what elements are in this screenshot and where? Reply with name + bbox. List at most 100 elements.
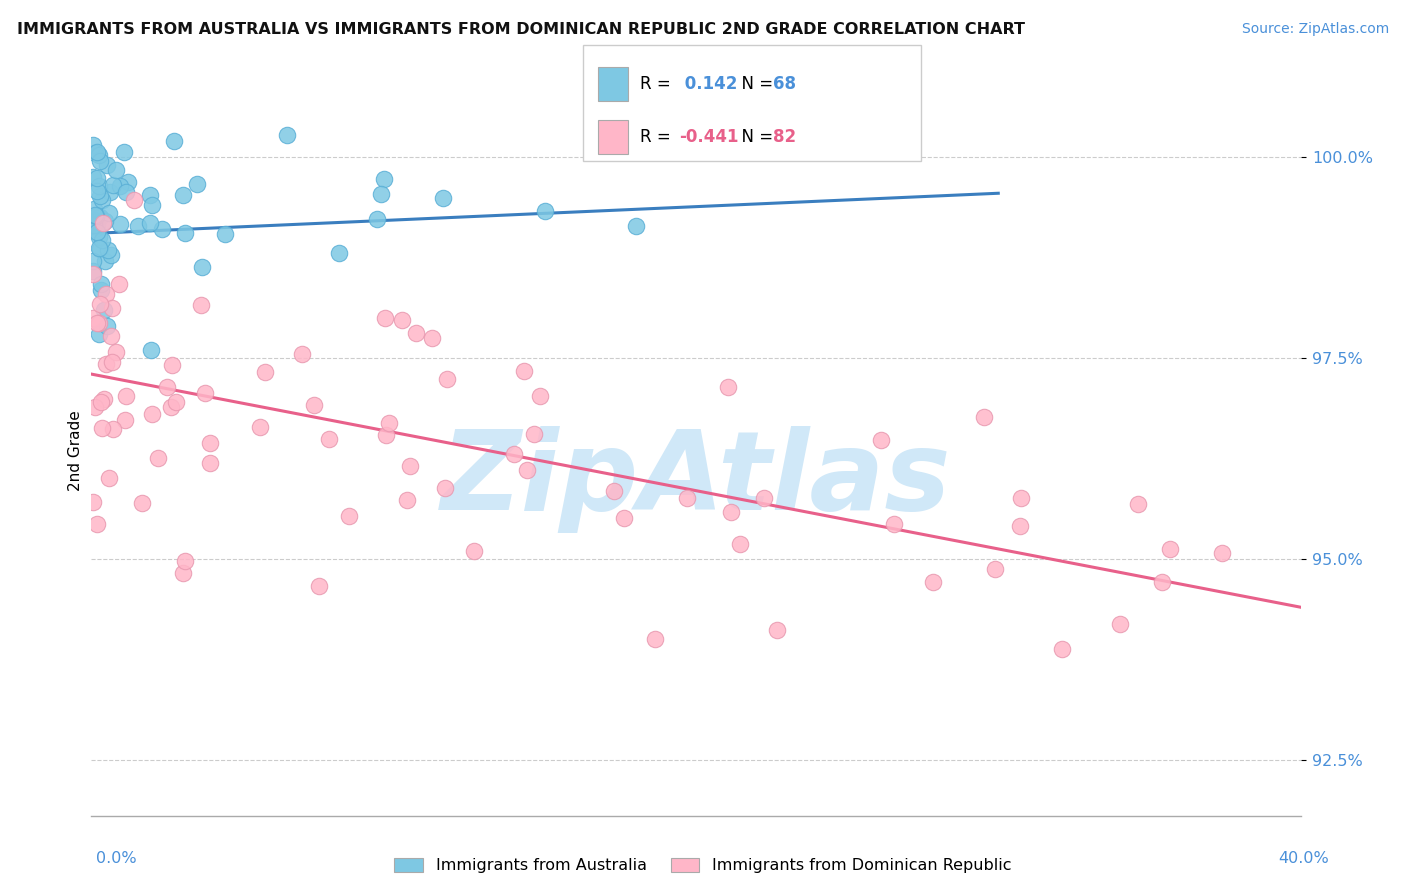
Text: IMMIGRANTS FROM AUSTRALIA VS IMMIGRANTS FROM DOMINICAN REPUBLIC 2ND GRADE CORREL: IMMIGRANTS FROM AUSTRALIA VS IMMIGRANTS … xyxy=(17,22,1025,37)
Point xyxy=(100,301,122,316)
Point xyxy=(1010,518,1032,533)
Text: 68: 68 xyxy=(773,75,796,93)
Point xyxy=(613,511,636,525)
Point xyxy=(112,145,135,159)
Text: ZipAtlas: ZipAtlas xyxy=(440,426,952,533)
Point xyxy=(84,209,107,223)
Point xyxy=(373,172,395,186)
Point xyxy=(374,428,396,442)
Point xyxy=(921,574,943,589)
Text: 0.0%: 0.0% xyxy=(96,851,136,865)
Point xyxy=(93,215,115,229)
Point xyxy=(463,544,485,558)
Point xyxy=(603,484,626,499)
Point xyxy=(86,184,108,198)
Point xyxy=(94,357,117,371)
Text: -0.441: -0.441 xyxy=(679,128,738,146)
Point xyxy=(131,496,153,510)
Point xyxy=(766,624,789,638)
Point xyxy=(141,407,163,421)
Point xyxy=(87,210,110,224)
Point xyxy=(717,380,740,394)
Point xyxy=(89,179,111,194)
Point xyxy=(162,134,184,148)
Point xyxy=(752,491,775,505)
Point xyxy=(101,355,124,369)
Point xyxy=(328,246,350,260)
Point xyxy=(186,177,208,191)
Point xyxy=(87,148,110,162)
Point xyxy=(84,209,107,223)
Point xyxy=(318,433,340,447)
Point xyxy=(82,138,104,153)
Point xyxy=(276,128,298,143)
Point xyxy=(624,219,647,233)
Point xyxy=(253,366,276,380)
Point xyxy=(883,516,905,531)
Point xyxy=(523,427,546,442)
Point xyxy=(97,471,120,485)
Point xyxy=(150,222,173,236)
Point xyxy=(337,508,360,523)
Point xyxy=(160,400,183,414)
Point xyxy=(173,554,195,568)
Text: 0.142: 0.142 xyxy=(679,75,738,93)
Point xyxy=(141,343,163,357)
Point xyxy=(198,456,221,470)
Point xyxy=(1211,546,1233,560)
Point xyxy=(94,286,117,301)
Point xyxy=(108,277,131,291)
Text: R =: R = xyxy=(640,75,676,93)
Point xyxy=(117,175,139,189)
Point xyxy=(728,537,751,551)
Point xyxy=(98,186,121,200)
Point xyxy=(1052,642,1074,657)
Point xyxy=(370,187,392,202)
Point xyxy=(973,409,995,424)
Point xyxy=(86,218,108,232)
Point xyxy=(214,227,236,241)
Point xyxy=(249,419,271,434)
Point xyxy=(87,229,110,244)
Point xyxy=(529,388,551,402)
Point xyxy=(105,162,128,177)
Point xyxy=(503,447,526,461)
Text: N =: N = xyxy=(731,75,779,93)
Text: Source: ZipAtlas.com: Source: ZipAtlas.com xyxy=(1241,22,1389,37)
Point xyxy=(194,385,217,400)
Point xyxy=(720,505,742,519)
Point xyxy=(84,146,107,161)
Point xyxy=(398,459,420,474)
Point xyxy=(374,310,396,325)
Point xyxy=(174,226,197,240)
Point xyxy=(391,313,413,327)
Point xyxy=(89,316,111,330)
Point xyxy=(84,221,107,235)
Point xyxy=(82,170,104,185)
Point xyxy=(1152,575,1174,590)
Point xyxy=(114,413,136,427)
Point xyxy=(1010,491,1032,505)
Point xyxy=(82,253,104,268)
Point xyxy=(433,481,456,495)
Point xyxy=(89,242,111,256)
Point xyxy=(1109,617,1132,632)
Point xyxy=(378,416,401,430)
Point xyxy=(94,253,117,268)
Point xyxy=(122,193,145,207)
Point xyxy=(86,316,108,330)
Point xyxy=(90,283,112,297)
Point xyxy=(1128,497,1150,511)
Point xyxy=(156,380,179,394)
Point xyxy=(89,153,111,168)
Text: 40.0%: 40.0% xyxy=(1278,851,1329,865)
Point xyxy=(436,372,458,386)
Point xyxy=(89,297,111,311)
Legend: Immigrants from Australia, Immigrants from Dominican Republic: Immigrants from Australia, Immigrants fr… xyxy=(388,851,1018,880)
Point xyxy=(83,214,105,228)
Point xyxy=(110,178,132,193)
Point xyxy=(86,145,108,159)
Point xyxy=(90,277,112,292)
Point xyxy=(139,216,162,230)
Point xyxy=(405,326,427,340)
